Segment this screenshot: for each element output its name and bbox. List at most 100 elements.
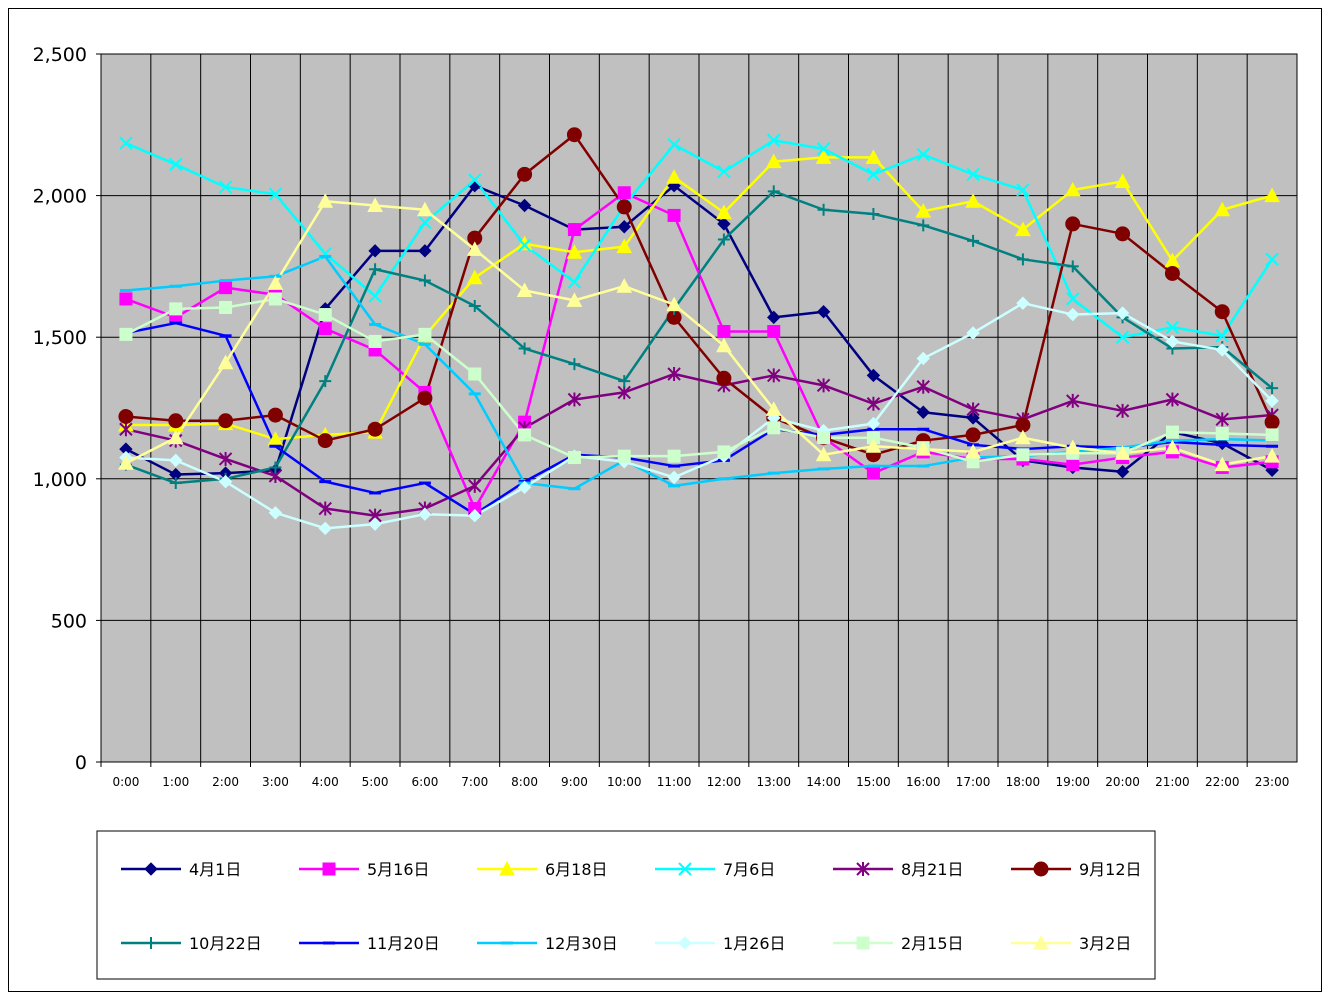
data-point	[517, 238, 532, 252]
data-point	[866, 368, 881, 383]
x-tick-label: 8:00	[511, 775, 538, 789]
data-point	[916, 351, 930, 366]
data-point	[118, 408, 134, 424]
x-tick-label: 20:00	[1105, 775, 1140, 789]
data-point	[865, 438, 882, 453]
chart-frame: 0 500 1,000 1,500 2,000 2,500 0:00 1:00 2:00 3:0…	[8, 8, 1322, 992]
y-tick-label: 1,000	[33, 469, 87, 491]
data-point	[717, 217, 731, 231]
data-point	[219, 300, 233, 314]
data-point	[169, 284, 182, 288]
x-tick-label: 13:00	[756, 775, 791, 789]
x-tick-label: 7:00	[461, 775, 488, 789]
data-point	[468, 173, 482, 187]
legend-marker	[678, 862, 692, 876]
data-point	[169, 453, 183, 468]
data-point	[1165, 334, 1180, 349]
data-point	[616, 238, 633, 254]
data-point	[617, 186, 631, 200]
series-line-9	[125, 301, 1273, 530]
legend-marker	[144, 862, 158, 876]
x-tick-label: 12:00	[707, 775, 742, 789]
legend-entry: 9月12日	[1011, 860, 1142, 879]
legend-marker	[322, 862, 336, 876]
data-point	[816, 378, 831, 393]
data-point	[1215, 329, 1229, 343]
data-point	[1164, 439, 1181, 455]
data-point	[368, 517, 382, 531]
legend: 4月1日 5月16日 6月18日 7月6日 8月21日 9月12日 10月22日 11月20日…	[96, 830, 1156, 980]
data-point	[468, 508, 482, 523]
legend-label: 4月1日	[189, 860, 241, 879]
legend-entry: 11月20日	[299, 934, 440, 953]
data-point	[566, 127, 582, 143]
series-line-3	[125, 139, 1274, 339]
data-point	[915, 441, 932, 456]
data-point	[1065, 216, 1081, 232]
data-point	[618, 375, 631, 388]
data-point	[1214, 201, 1231, 217]
data-point	[1215, 343, 1229, 357]
data-point	[717, 325, 731, 339]
legend-box	[96, 830, 1156, 980]
data-point	[518, 428, 532, 442]
legend-marker	[856, 936, 870, 950]
data-point	[318, 308, 332, 322]
data-point	[317, 193, 334, 208]
data-point	[119, 327, 133, 341]
data-point	[1214, 304, 1230, 320]
data-point	[517, 198, 532, 213]
x-tick-label: 21:00	[1155, 775, 1190, 789]
data-point	[1066, 260, 1079, 273]
legend-label: 2月15日	[901, 934, 964, 953]
data-point	[319, 375, 332, 388]
data-point	[767, 368, 781, 383]
data-point	[267, 275, 284, 290]
legend-label: 12月30日	[545, 934, 618, 953]
data-point	[269, 461, 282, 474]
data-point	[965, 443, 981, 459]
legend-marker	[499, 860, 515, 876]
data-point	[666, 296, 682, 312]
legend-label: 10月22日	[189, 934, 262, 953]
legend-label: 7月6日	[723, 860, 775, 879]
data-point	[567, 223, 581, 237]
data-point	[119, 288, 132, 292]
line-chart: 0 500 1,000 1,500 2,000 2,500 0:00 1:00 2:00 3:0…	[33, 44, 1298, 980]
data-point	[867, 208, 880, 221]
data-point	[466, 269, 483, 285]
data-point	[119, 292, 133, 306]
data-point	[1114, 173, 1131, 188]
data-point	[169, 157, 183, 172]
data-point	[219, 281, 233, 295]
data-point	[767, 310, 781, 325]
x-tick-label: 16:00	[906, 775, 941, 789]
data-point	[468, 300, 481, 313]
data-point	[1216, 443, 1229, 447]
legend-entry: 6月18日	[477, 860, 608, 879]
legend-label: 3月2日	[1079, 934, 1131, 953]
data-point	[318, 322, 332, 336]
data-point	[668, 484, 681, 488]
data-point	[1265, 252, 1279, 267]
data-point	[566, 244, 583, 259]
data-point	[418, 342, 431, 346]
y-tick-label: 2,000	[33, 186, 87, 208]
data-point	[765, 401, 782, 416]
data-point	[767, 185, 780, 198]
data-point	[817, 431, 831, 445]
data-point	[666, 169, 682, 184]
data-point	[917, 427, 930, 431]
data-point	[667, 470, 681, 485]
x-tick-label: 6:00	[411, 775, 438, 789]
data-point	[268, 506, 283, 520]
x-tick-label: 23:00	[1255, 775, 1290, 789]
data-point	[767, 133, 781, 148]
data-point	[417, 201, 433, 217]
data-point	[119, 422, 133, 437]
series-line-7	[125, 321, 1273, 516]
data-point	[568, 487, 581, 491]
data-point	[915, 203, 932, 218]
data-point	[468, 478, 482, 493]
y-tick-label: 1,500	[33, 327, 87, 349]
